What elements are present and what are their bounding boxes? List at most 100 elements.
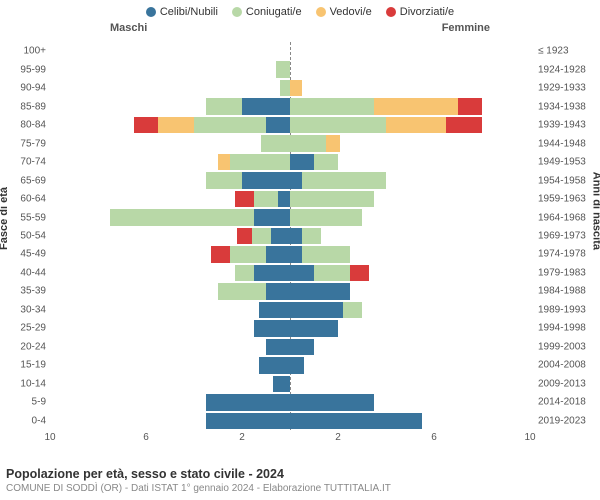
x-tick: 6: [431, 432, 437, 443]
bar-segment: [235, 191, 254, 207]
pyramid-row: 65-691954-1958: [50, 171, 530, 189]
chart-subtitle: COMUNE DI SODDÌ (OR) - Dati ISTAT 1° gen…: [6, 483, 594, 494]
pyramid-chart: 100+≤ 192395-991924-192890-941929-193385…: [50, 42, 530, 430]
bar-segment: [290, 80, 302, 96]
birth-label: 1929-1933: [534, 83, 598, 94]
bar-segment: [254, 209, 290, 225]
x-tick: 2: [335, 432, 341, 443]
female-side: [290, 228, 530, 244]
legend-item: Divorziati/e: [386, 6, 454, 18]
male-side: [50, 191, 290, 207]
legend-item: Celibi/Nubili: [146, 6, 218, 18]
bar-segment: [218, 154, 230, 170]
bar-segment: [242, 172, 290, 188]
male-side: [50, 339, 290, 355]
birth-label: 1959-1963: [534, 194, 598, 205]
pyramid-row: 60-641959-1963: [50, 190, 530, 208]
legend-label: Vedovi/e: [330, 6, 372, 18]
female-side: [290, 135, 530, 151]
female-side: [290, 209, 530, 225]
bar-segment: [134, 117, 158, 133]
bar-segment: [273, 376, 290, 392]
pyramid-row: 85-891934-1938: [50, 97, 530, 115]
age-label: 70-74: [0, 157, 50, 168]
bar-segment: [290, 191, 374, 207]
birth-label: 2004-2008: [534, 360, 598, 371]
age-label: 35-39: [0, 286, 50, 297]
bar-segment: [254, 265, 290, 281]
bar-segment: [386, 117, 446, 133]
male-side: [50, 320, 290, 336]
bar-segment: [302, 228, 321, 244]
birth-label: 1944-1948: [534, 138, 598, 149]
bar-segment: [290, 172, 302, 188]
bar-segment: [230, 246, 266, 262]
bar-segment: [458, 98, 482, 114]
birth-label: 1964-1968: [534, 212, 598, 223]
female-side: [290, 172, 530, 188]
bar-segment: [314, 154, 338, 170]
pyramid-row: 50-541969-1973: [50, 227, 530, 245]
age-label: 55-59: [0, 212, 50, 223]
legend-swatch: [232, 7, 242, 17]
legend-item: Vedovi/e: [316, 6, 372, 18]
age-label: 20-24: [0, 341, 50, 352]
legend-swatch: [316, 7, 326, 17]
legend-label: Divorziati/e: [400, 6, 454, 18]
male-side: [50, 302, 290, 318]
bar-segment: [278, 191, 290, 207]
birth-label: 1934-1938: [534, 101, 598, 112]
male-side: [50, 61, 290, 77]
birth-label: ≤ 1923: [534, 46, 598, 57]
bar-segment: [230, 154, 290, 170]
pyramid-row: 30-341989-1993: [50, 301, 530, 319]
pyramid-row: 75-791944-1948: [50, 134, 530, 152]
bar-segment: [206, 394, 290, 410]
age-label: 45-49: [0, 249, 50, 260]
bar-segment: [252, 228, 271, 244]
pyramid-row: 35-391984-1988: [50, 282, 530, 300]
female-side: [290, 394, 530, 410]
birth-label: 1924-1928: [534, 64, 598, 75]
bar-segment: [206, 98, 242, 114]
bar-segment: [290, 302, 343, 318]
bar-segment: [290, 98, 374, 114]
birth-label: 2009-2013: [534, 378, 598, 389]
pyramid-row: 40-441979-1983: [50, 264, 530, 282]
bar-segment: [290, 228, 302, 244]
bar-segment: [290, 394, 374, 410]
female-side: [290, 413, 530, 429]
pyramid-row: 90-941929-1933: [50, 79, 530, 97]
birth-label: 2014-2018: [534, 397, 598, 408]
age-label: 90-94: [0, 83, 50, 94]
female-side: [290, 98, 530, 114]
bar-segment: [290, 357, 304, 373]
female-side: [290, 80, 530, 96]
legend-label: Celibi/Nubili: [160, 6, 218, 18]
pyramid-row: 0-42019-2023: [50, 412, 530, 430]
bar-segment: [242, 98, 290, 114]
bar-segment: [314, 265, 350, 281]
age-label: 75-79: [0, 138, 50, 149]
birth-label: 1999-2003: [534, 341, 598, 352]
bar-segment: [290, 117, 386, 133]
bar-segment: [290, 209, 362, 225]
pyramid-row: 100+≤ 1923: [50, 42, 530, 60]
bar-segment: [218, 283, 266, 299]
age-label: 30-34: [0, 304, 50, 315]
bar-segment: [259, 357, 290, 373]
label-female: Femmine: [442, 22, 490, 34]
male-side: [50, 228, 290, 244]
bar-segment: [235, 265, 254, 281]
birth-label: 2019-2023: [534, 415, 598, 426]
chart-title: Popolazione per età, sesso e stato civil…: [6, 467, 594, 481]
bar-segment: [266, 339, 290, 355]
legend-item: Coniugati/e: [232, 6, 302, 18]
bar-segment: [326, 135, 340, 151]
pyramid-row: 15-192004-2008: [50, 356, 530, 374]
legend: Celibi/Nubili Coniugati/e Vedovi/e Divorzia…: [0, 0, 600, 20]
bar-segment: [206, 413, 290, 429]
bar-segment: [290, 265, 314, 281]
bar-segment: [206, 172, 242, 188]
pyramid-row: 5-92014-2018: [50, 393, 530, 411]
